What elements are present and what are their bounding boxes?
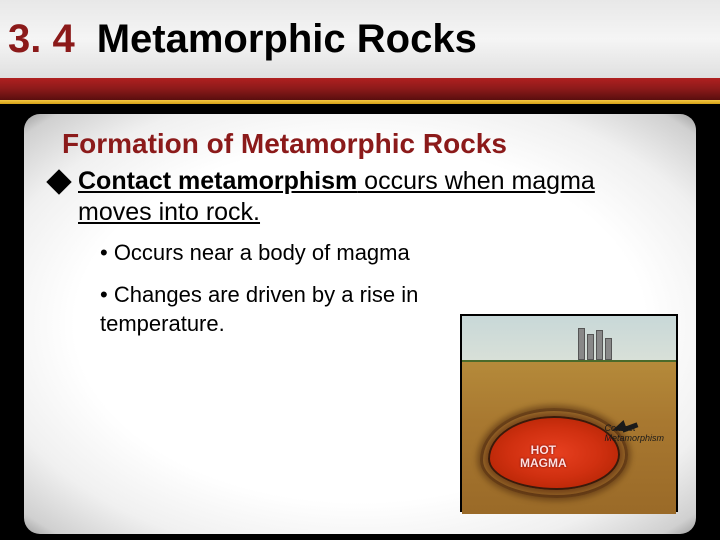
building-icon	[605, 338, 612, 360]
contact-label: Contact Metamorphism	[604, 424, 664, 444]
magma-label-line1: HOT	[531, 443, 556, 457]
section-title: Metamorphic Rocks	[97, 17, 477, 62]
sub-bullet-2: • Changes are driven by a rise in temper…	[100, 281, 460, 338]
content-area: Formation of Metamorphic Rocks Contact m…	[0, 104, 720, 540]
contact-label-line1: Contact	[604, 423, 635, 433]
contact-label-line2: Metamorphism	[604, 433, 664, 443]
content-card: Formation of Metamorphic Rocks Contact m…	[24, 114, 696, 534]
building-icon	[587, 334, 594, 360]
magma-diagram: HOT MAGMA Contact Metamorphism	[460, 314, 678, 512]
magma-label-line2: MAGMA	[520, 456, 567, 470]
building-icon	[596, 330, 603, 360]
magma-label: HOT MAGMA	[520, 444, 567, 470]
diamond-bullet-icon	[46, 169, 71, 194]
sub-bullet-1: • Occurs near a body of magma	[100, 239, 460, 268]
main-point-text: Contact metamorphism occurs when magma m…	[78, 166, 670, 229]
main-point-keyword: Contact metamorphism	[78, 167, 357, 195]
building-icon	[578, 328, 585, 360]
section-number: 3. 4	[8, 17, 75, 62]
slide-subtitle: Formation of Metamorphic Rocks	[62, 128, 670, 160]
diagram-sky	[462, 316, 676, 360]
slide-header: 3. 4 Metamorphic Rocks	[0, 0, 720, 78]
diagram-buildings	[578, 328, 612, 360]
red-divider-band	[0, 78, 720, 100]
main-point-row: Contact metamorphism occurs when magma m…	[50, 166, 670, 229]
